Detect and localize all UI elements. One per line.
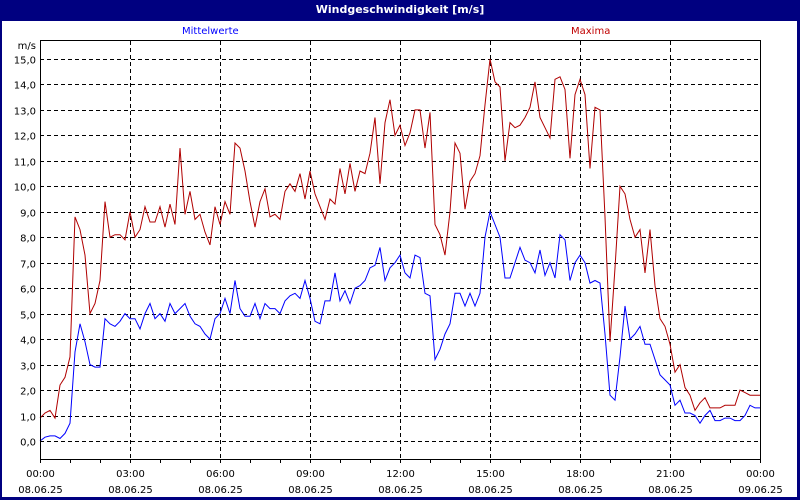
y-tick-label: 6,0 [20, 285, 36, 296]
x-tick-date: 08.06.25 [468, 485, 513, 496]
x-tick-time: 15:00 [476, 469, 505, 480]
mittelwerte-line [39, 210, 760, 442]
y-tick-label: 3,0 [20, 362, 36, 373]
x-tick-date: 09.06.25 [738, 485, 783, 496]
y-tick-label: 13,0 [14, 107, 36, 118]
x-tick-time: 00:00 [26, 469, 55, 480]
y-tick-label: 8,0 [20, 234, 36, 245]
x-tick-date: 08.06.25 [198, 485, 243, 496]
maxima-line [39, 58, 760, 420]
x-tick-date: 08.06.25 [18, 485, 63, 496]
x-tick-time: 00:00 [746, 469, 775, 480]
window-title: Windgeschwindigkeit [m/s] [0, 0, 800, 21]
y-tick-label: 0,0 [20, 438, 36, 449]
x-tick-date: 08.06.25 [288, 485, 333, 496]
plot-frame [40, 40, 761, 460]
y-tick-label: 2,0 [20, 387, 36, 398]
y-tick-label: 10,0 [14, 183, 36, 194]
x-tick-time: 18:00 [566, 469, 595, 480]
y-axis-ticks: 0,0 1,0 2,0 3,0 4,0 5,0 6,0 7,0 8,0 9,0 10,0 11,0 12… [14, 41, 36, 449]
y-unit-label: m/s [18, 41, 36, 52]
y-tick-label: 11,0 [14, 158, 36, 169]
x-tick-date: 08.06.25 [558, 485, 603, 496]
y-tick-label: 4,0 [20, 336, 36, 347]
x-tick-date: 08.06.25 [648, 485, 693, 496]
x-axis-ticks: 00:00 08.06.25 03:00 08.06.25 06:00 08.06.25 0… [18, 459, 783, 496]
y-tick-label: 1,0 [20, 413, 36, 424]
y-tick-label: 12,0 [14, 132, 36, 143]
y-tick-label: 9,0 [20, 209, 36, 220]
x-tick-time: 03:00 [116, 469, 145, 480]
x-tick-date: 08.06.25 [108, 485, 153, 496]
x-tick-date: 08.06.25 [378, 485, 423, 496]
chart-panel [2, 21, 797, 497]
y-tick-label: 5,0 [20, 311, 36, 322]
x-tick-time: 12:00 [386, 469, 415, 480]
legend-maxima: Maxima [571, 26, 611, 37]
legend-mittelwerte: Mittelwerte [182, 26, 239, 37]
grid-lines [40, 41, 760, 459]
y-tick-label: 7,0 [20, 260, 36, 271]
x-tick-time: 06:00 [206, 469, 235, 480]
x-tick-time: 21:00 [656, 469, 685, 480]
y-tick-label: 14,0 [14, 81, 36, 92]
x-tick-time: 09:00 [296, 469, 325, 480]
y-tick-label: 15,0 [14, 56, 36, 67]
